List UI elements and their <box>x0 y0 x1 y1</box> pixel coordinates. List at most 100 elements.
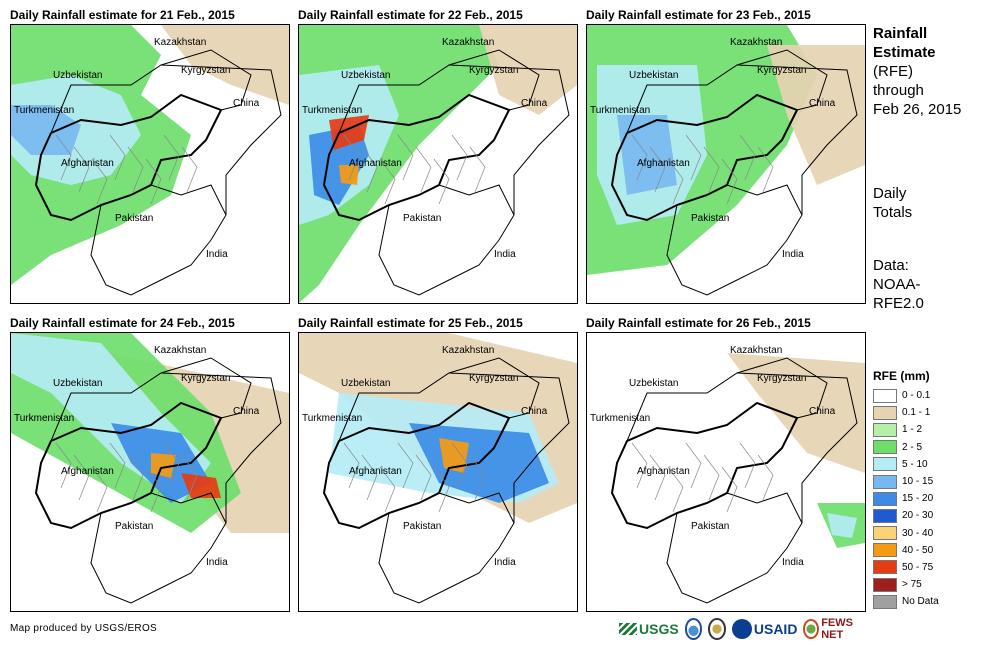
rainfall-map-canvas <box>587 25 865 296</box>
province-border <box>343 134 360 181</box>
province-border <box>631 442 648 489</box>
afghanistan-border <box>610 401 799 530</box>
note-line: Data: <box>873 257 909 274</box>
panel-title: Daily Rainfall estimate for 24 Feb., 201… <box>10 316 235 330</box>
legend-label: 0.1 - 1 <box>902 407 931 419</box>
legend-swatch <box>873 405 897 420</box>
credit-text: Map produced by USGS/EROS <box>10 623 158 634</box>
rainfall-area <box>161 25 289 105</box>
province-border <box>469 146 486 193</box>
country-label-turkmenistan: Turkmenistan <box>14 413 75 424</box>
map-panel-feb24: Daily Rainfall estimate for 24 Feb., 201… <box>10 316 290 616</box>
legend-swatch <box>873 594 897 609</box>
country-label-uzbekistan: Uzbekistan <box>629 378 679 389</box>
rainfall-area <box>727 353 865 473</box>
legend-item: 10 - 15 <box>873 473 983 490</box>
pakistan-border <box>666 492 803 604</box>
rainfall-area <box>11 105 81 155</box>
panel-title: Daily Rainfall estimate for 25 Feb., 201… <box>298 316 523 330</box>
rainfall-map: Kazakhstan Uzbekistan Kyrgyzstan Turkmenist… <box>10 332 290 612</box>
data-source-note: Data: NOAA- RFE2.0 <box>873 256 924 313</box>
panel-title: Daily Rainfall estimate for 22 Feb., 201… <box>298 8 523 22</box>
rainfall-map: Kazakhstan Uzbekistan Kyrgyzstan Turkmenist… <box>586 332 866 612</box>
legend-swatch <box>873 577 897 592</box>
country-border <box>626 49 828 134</box>
country-label-kyrgyzstan: Kyrgyzstan <box>181 65 231 76</box>
noaa-logo <box>684 618 703 640</box>
afghanistan-border <box>34 93 223 222</box>
title-line: Feb 26, 2015 <box>873 101 962 118</box>
note-line: NOAA- <box>873 276 921 293</box>
legend-swatch <box>873 388 897 403</box>
rainfall-map: Kazakhstan Uzbekistan Kyrgyzstan Turkmenist… <box>298 332 578 612</box>
country-label-kyrgyzstan: Kyrgyzstan <box>757 65 807 76</box>
country-label-turkmenistan: Turkmenistan <box>14 105 75 116</box>
country-label-india: India <box>206 557 228 568</box>
note-line: Totals <box>873 204 913 221</box>
province-border <box>451 442 468 489</box>
country-border <box>448 372 570 523</box>
country-border <box>736 64 858 215</box>
legend-label: 15 - 20 <box>902 493 934 505</box>
province-border <box>181 454 198 501</box>
country-label-afghanistan: Afghanistan <box>349 158 402 169</box>
legend-item: 50 - 75 <box>873 559 983 576</box>
province-border <box>721 158 738 205</box>
afghanistan-border <box>610 93 799 222</box>
legend-swatch <box>873 526 897 541</box>
country-label-kazakhstan: Kazakhstan <box>730 37 783 48</box>
country-label-uzbekistan: Uzbekistan <box>341 378 391 389</box>
country-label-turkmenistan: Turkmenistan <box>302 105 363 116</box>
legend-item: 2 - 5 <box>873 439 983 456</box>
province-border <box>739 442 756 489</box>
note-line: RFE2.0 <box>873 295 924 312</box>
legend-item: 15 - 20 <box>873 490 983 507</box>
usgs-logo: USGS <box>619 621 679 637</box>
map-panel-feb23: Daily Rainfall estimate for 23 Feb., 201… <box>586 8 866 308</box>
afghanistan-border <box>34 401 223 530</box>
legend-swatch <box>873 474 897 489</box>
province-border <box>361 146 378 193</box>
province-border <box>109 134 126 181</box>
province-border <box>163 134 180 181</box>
province-border <box>91 158 108 205</box>
province-border <box>433 466 450 513</box>
country-label-afghanistan: Afghanistan <box>349 466 402 477</box>
country-label-china: China <box>233 98 260 109</box>
province-border <box>73 454 90 501</box>
rainfall-map: Kazakhstan Uzbekistan Kyrgyzstan Turkmenist… <box>298 24 578 304</box>
legend-swatch <box>873 440 897 455</box>
province-border <box>739 134 756 181</box>
panel-title: Daily Rainfall estimate for 21 Feb., 201… <box>10 8 235 22</box>
legend-label: No Data <box>902 596 939 608</box>
province-border <box>397 442 414 489</box>
country-label-kazakhstan: Kazakhstan <box>730 345 783 356</box>
province-border <box>415 146 432 193</box>
country-label-kyrgyzstan: Kyrgyzstan <box>469 65 519 76</box>
title-line: Rainfall <box>873 25 928 42</box>
country-label-kyrgyzstan: Kyrgyzstan <box>757 373 807 384</box>
rainfall-area <box>439 438 469 473</box>
country-border <box>50 357 252 442</box>
country-label-turkmenistan: Turkmenistan <box>302 413 363 424</box>
legend-swatch <box>873 508 897 523</box>
pakistan-border <box>90 184 227 296</box>
province-border <box>667 158 684 205</box>
country-label-pakistan: Pakistan <box>403 521 442 532</box>
country-label-uzbekistan: Uzbekistan <box>629 70 679 81</box>
legend-label: 30 - 40 <box>902 527 934 539</box>
country-label-china: China <box>233 406 260 417</box>
legend-label: 5 - 10 <box>902 458 928 470</box>
map-panel-feb25: Daily Rainfall estimate for 25 Feb., 201… <box>298 316 578 616</box>
legend-label: 0 - 0.1 <box>902 390 931 402</box>
country-border <box>338 49 540 134</box>
rainfall-map-canvas <box>11 333 289 604</box>
rainfall-map-canvas <box>299 25 577 303</box>
title-line: Estimate <box>873 44 936 61</box>
country-label-pakistan: Pakistan <box>115 213 154 224</box>
legend-item: > 75 <box>873 576 983 593</box>
country-label-india: India <box>494 557 516 568</box>
province-border <box>667 466 684 513</box>
legend-item: 1 - 2 <box>873 421 983 438</box>
title-line: (RFE) <box>873 63 913 80</box>
